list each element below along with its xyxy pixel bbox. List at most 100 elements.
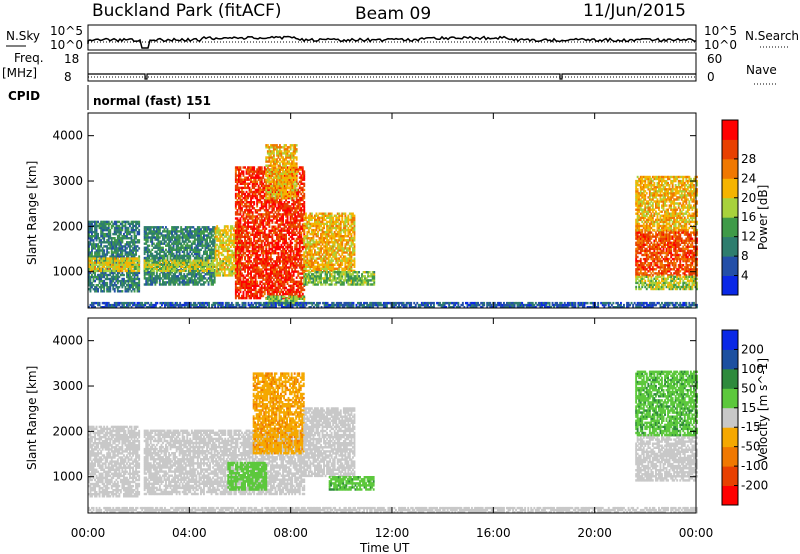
data-cell [136, 261, 139, 264]
data-cell [190, 263, 193, 266]
data-cell [100, 277, 103, 281]
data-cell [214, 231, 217, 234]
data-cell [193, 261, 196, 264]
data-cell [118, 247, 121, 250]
data-cell [177, 242, 180, 245]
data-cell [214, 243, 217, 246]
data-cell [104, 277, 107, 281]
data-cell [177, 254, 180, 258]
data-cell [195, 238, 198, 241]
data-cell [286, 215, 289, 218]
data-cell [172, 234, 175, 237]
data-cell [149, 252, 152, 256]
data-cell [135, 263, 137, 266]
data-cell [219, 235, 222, 238]
data-cell [216, 229, 219, 232]
data-cell [97, 277, 99, 281]
data-cell [155, 238, 158, 241]
data-cell [163, 254, 166, 258]
data-cell [88, 273, 90, 277]
data-cell [198, 269, 201, 273]
data-cell [189, 248, 192, 251]
data-cell [116, 288, 119, 291]
data-cell [109, 267, 112, 270]
data-cell [180, 246, 183, 249]
data-cell [204, 238, 207, 241]
data-cell [209, 238, 211, 241]
data-cell [187, 267, 190, 270]
data-cell [181, 281, 184, 284]
data-cell [157, 240, 160, 243]
data-cell [112, 232, 115, 236]
data-cell [145, 277, 148, 280]
data-cell [146, 279, 149, 282]
data-cell [214, 247, 217, 251]
data-cell [132, 277, 134, 281]
data-cell [97, 232, 99, 236]
data-cell [175, 234, 178, 237]
data-cell [88, 241, 90, 244]
data-cell [165, 275, 167, 278]
data-cell [91, 281, 93, 285]
data-cell [109, 259, 112, 262]
data-cell [112, 245, 115, 248]
data-cell [130, 271, 133, 275]
data-cell [210, 259, 213, 262]
data-cell [180, 248, 183, 251]
data-cell [212, 250, 214, 253]
data-cell [207, 261, 210, 264]
data-cell [121, 257, 124, 260]
data-cell [210, 283, 213, 286]
data-cell [107, 265, 110, 268]
data-cell [119, 226, 122, 230]
data-cell [152, 281, 155, 284]
data-cell [126, 255, 128, 258]
data-cell [136, 249, 139, 252]
data-cell [158, 242, 161, 245]
data-cell [169, 269, 172, 273]
data-cell [162, 261, 164, 264]
data-cell [181, 259, 184, 262]
data-cell [88, 259, 90, 262]
data-cell [109, 257, 112, 260]
data-cell [158, 226, 161, 229]
data-cell [181, 246, 184, 249]
data-cell [223, 235, 226, 238]
data-cell [123, 265, 125, 268]
data-cell [126, 275, 128, 279]
data-cell [136, 284, 139, 287]
data-cell [121, 277, 124, 281]
data-cell [162, 234, 164, 237]
data-cell [126, 251, 128, 254]
data-cell [186, 232, 189, 235]
data-cell [160, 226, 163, 229]
data-cell [212, 267, 214, 270]
data-cell [143, 248, 146, 251]
data-cell [123, 249, 125, 252]
data-cell [155, 244, 158, 247]
data-cell [257, 250, 260, 253]
data-cell [178, 269, 181, 273]
data-cell [127, 245, 130, 248]
data-cell [216, 249, 219, 253]
data-cell [148, 236, 151, 239]
data-cell [106, 245, 109, 248]
data-cell [148, 277, 151, 280]
data-cell [92, 261, 95, 264]
data-cell [158, 265, 161, 268]
data-cell [171, 248, 173, 251]
data-cell [154, 256, 157, 260]
data-cell [187, 265, 190, 268]
data-cell [151, 260, 154, 264]
data-cell [175, 269, 178, 273]
data-cell [166, 254, 169, 258]
data-cell [138, 279, 141, 283]
data-cell [209, 267, 211, 270]
data-cell [192, 263, 195, 266]
data-cell [98, 257, 101, 260]
data-cell [109, 265, 112, 268]
data-cell [200, 232, 202, 235]
data-cell [94, 265, 96, 268]
data-cell [148, 228, 151, 231]
data-cell [129, 237, 131, 240]
